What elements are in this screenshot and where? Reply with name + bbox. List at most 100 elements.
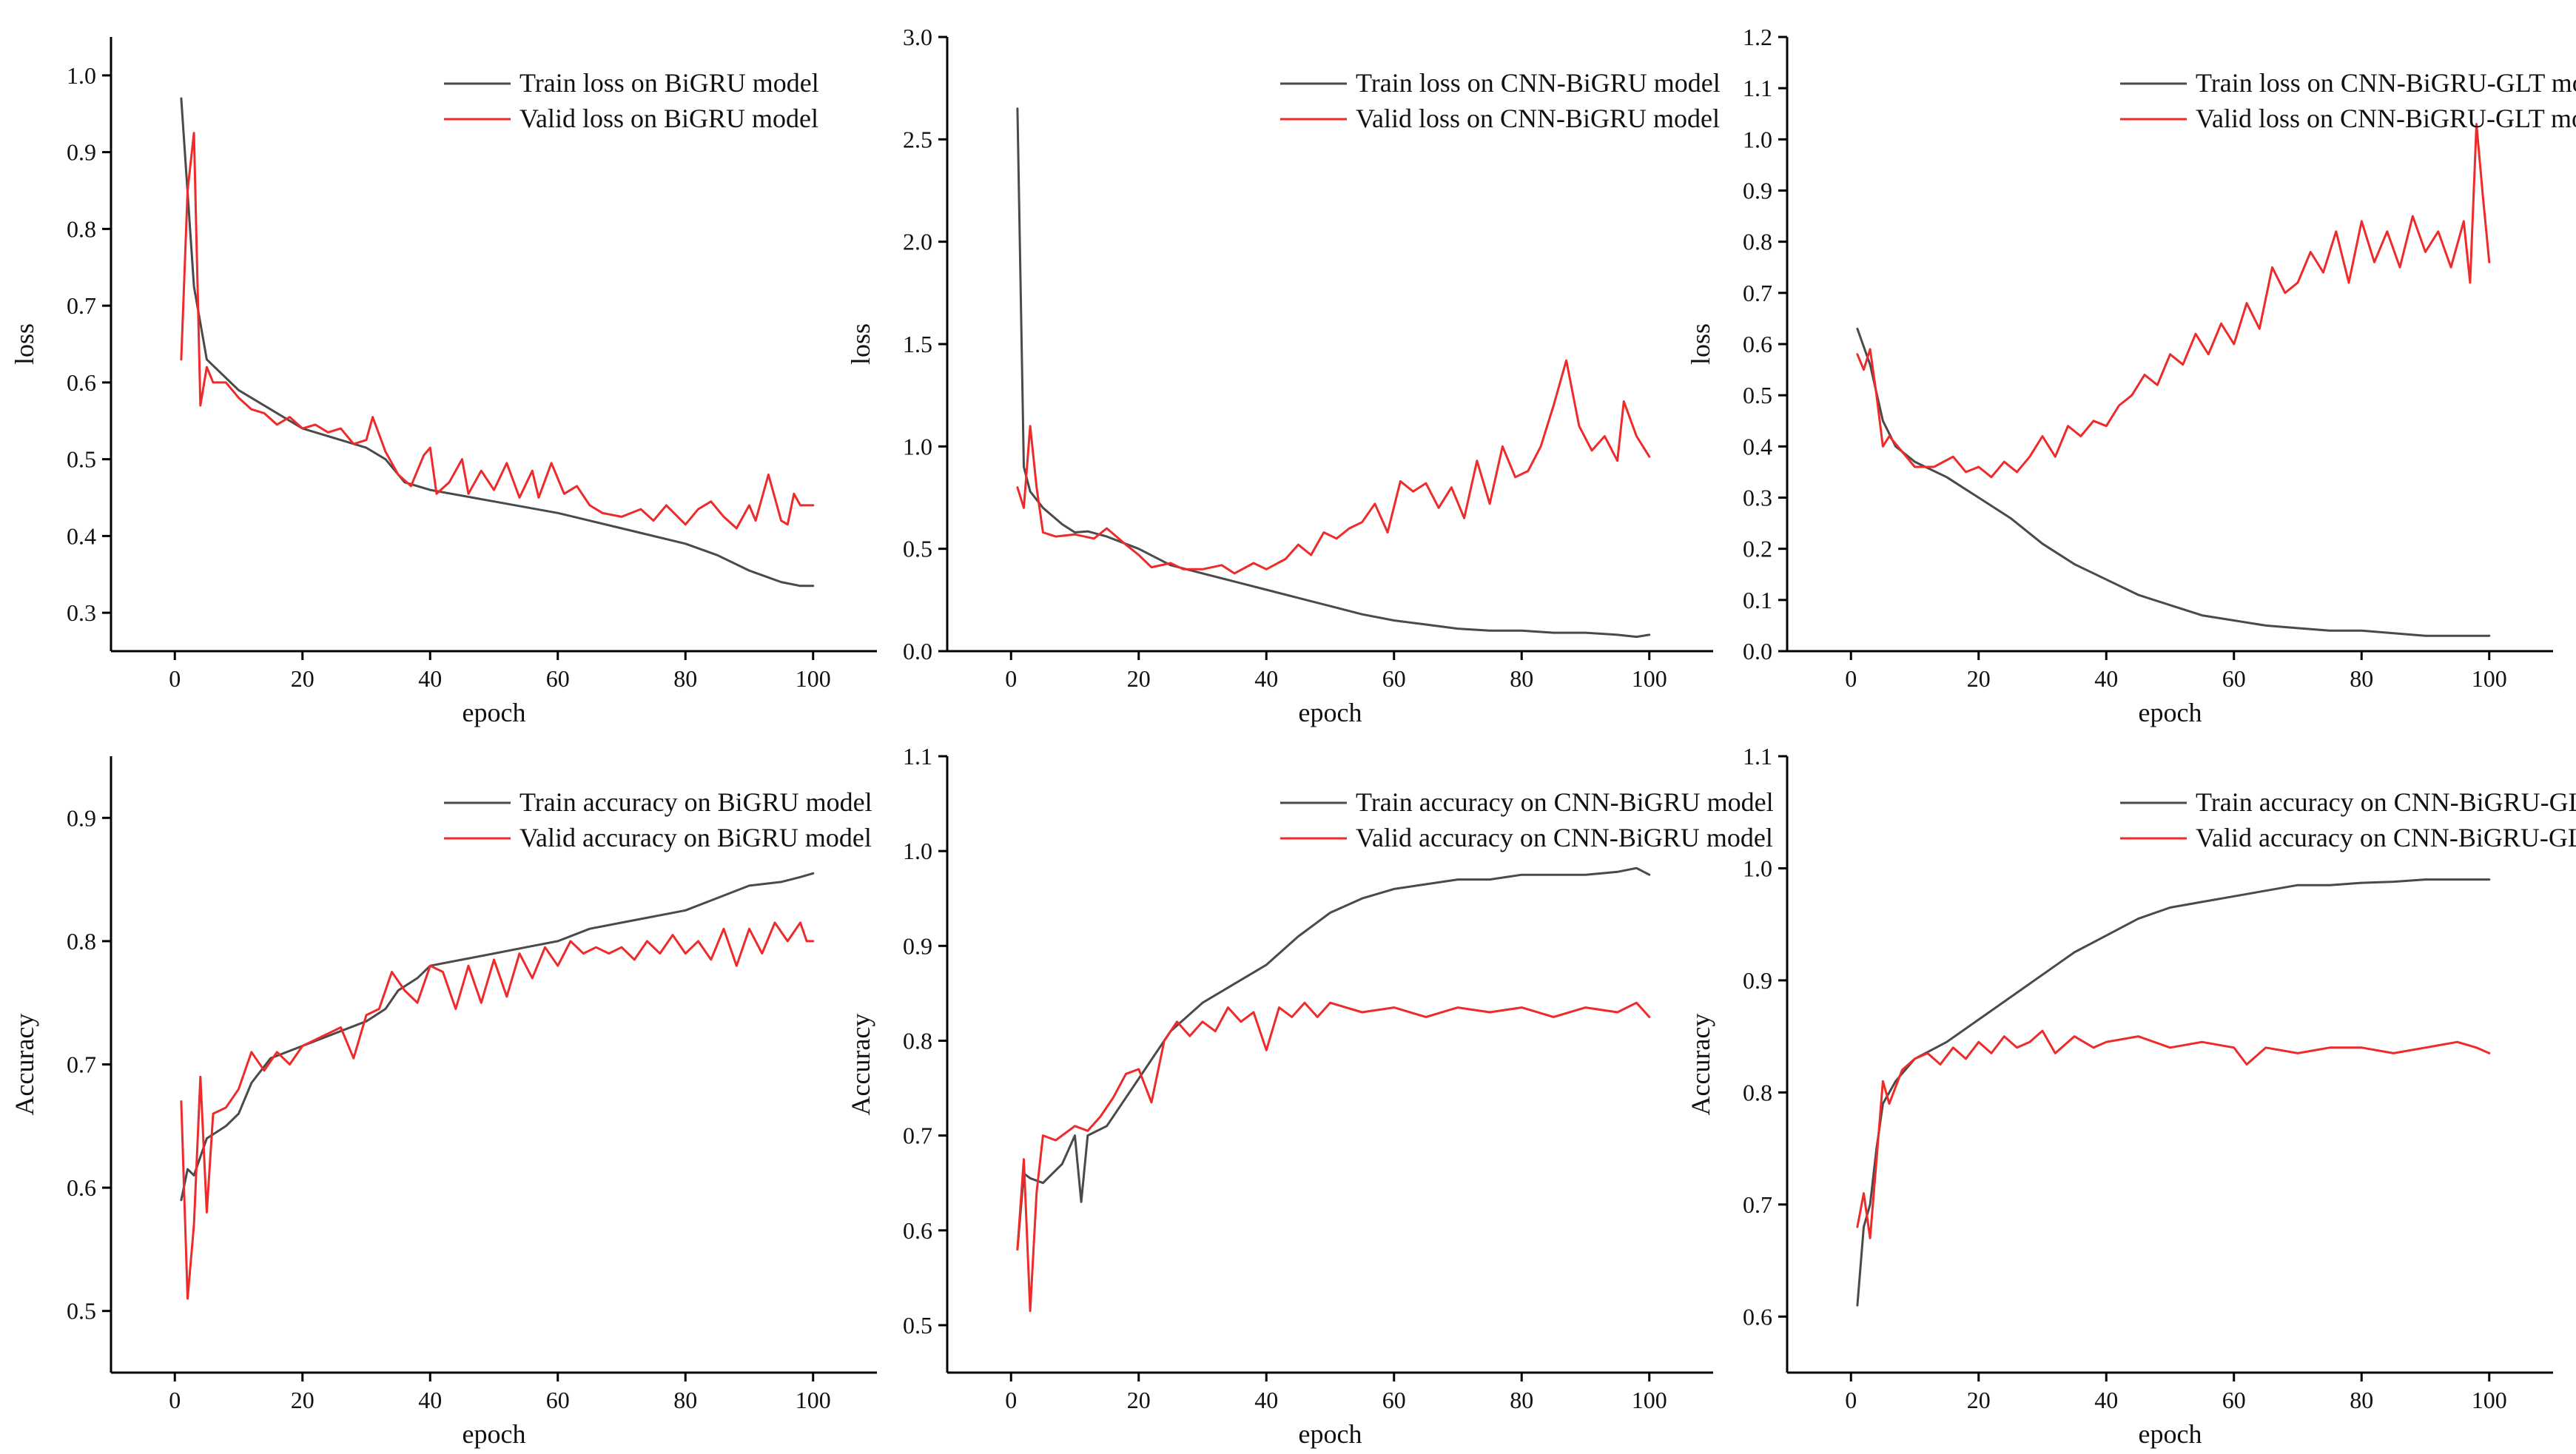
y-tick-label: 2.5 (903, 126, 932, 152)
x-tick-label: 20 (291, 665, 315, 692)
y-tick-label: 0.5 (1743, 382, 1772, 408)
x-tick-label: 0 (1845, 1387, 1857, 1413)
y-tick-label: 2.0 (903, 229, 932, 255)
y-tick-label: 0.8 (67, 928, 96, 955)
y-tick-label: 1.1 (903, 743, 932, 770)
y-tick-label: 0.9 (67, 139, 96, 166)
x-tick-label: 0 (1005, 665, 1017, 692)
y-tick-label: 0.7 (1743, 1191, 1772, 1218)
x-tick-label: 0 (1005, 1387, 1017, 1413)
y-tick-label: 0.5 (903, 1312, 932, 1339)
valid-series-line (180, 132, 815, 530)
legend-label: Train accuracy on CNN-BiGRU-GLT model (2196, 787, 2576, 817)
x-tick-label: 80 (1510, 665, 1533, 692)
valid-series-line (1016, 359, 1651, 575)
x-tick-label: 20 (1127, 665, 1151, 692)
y-tick-label: 1.1 (1743, 743, 1772, 770)
x-axis-title: epoch (1299, 1419, 1362, 1449)
legend-label: Train accuracy on CNN-BiGRU model (1356, 787, 1774, 817)
y-axis-title: Accuracy (1686, 1014, 1715, 1116)
x-tick-label: 100 (1632, 1387, 1667, 1413)
y-tick-label: 0.4 (1743, 433, 1772, 460)
x-axis-title: epoch (463, 698, 526, 727)
train-series-line (1016, 866, 1651, 1251)
y-axis-title: Accuracy (846, 1014, 875, 1116)
valid-series-line (1856, 1029, 2491, 1239)
legend-label: Valid loss on CNN-BiGRU-GLT model (2196, 104, 2576, 133)
chart-panel-bigru-loss: 0 20 40 60 80 100 0.3 0.4 0.5 0.6 0.7 0.8 0.9 1.0 epoc… (10, 37, 877, 727)
y-tick-label: 0.9 (1743, 967, 1772, 994)
chart-panel-cnn-bigru-glt-loss: 0 20 40 60 80 100 0.0 0.1 0.2 0.3 0.4 0.5 0.6 0.7 0.8 0… (1686, 24, 2576, 727)
y-tick-label: 0.3 (67, 599, 96, 626)
x-tick-label: 20 (291, 1387, 315, 1413)
chart-panel-cnn-bigru-loss: 0 20 40 60 80 100 0.0 0.5 1.0 1.5 2.0 2.5 3.0 epoch lo… (846, 24, 1721, 727)
y-tick-label: 0.8 (67, 215, 96, 242)
x-tick-label: 80 (673, 665, 697, 692)
legend-label: Valid accuracy on CNN-BiGRU-GLT model (2196, 823, 2576, 852)
y-tick-label: 0.1 (1743, 587, 1772, 613)
x-axis-title: epoch (463, 1419, 526, 1449)
y-tick-label: 0.0 (903, 638, 932, 664)
x-tick-label: 20 (1967, 665, 1991, 692)
x-axis-title: epoch (2139, 1419, 2202, 1449)
x-tick-label: 20 (1967, 1387, 1991, 1413)
y-tick-label: 3.0 (903, 24, 932, 50)
x-tick-label: 0 (169, 665, 181, 692)
y-tick-label: 0.7 (67, 1051, 96, 1078)
x-axis-title: epoch (1299, 698, 1362, 727)
legend-label: Train loss on BiGRU model (519, 68, 819, 98)
legend-label: Valid loss on CNN-BiGRU model (1356, 104, 1720, 133)
y-tick-label: 0.8 (1743, 1079, 1772, 1105)
y-tick-label: 1.1 (1743, 75, 1772, 101)
y-tick-label: 0.6 (1743, 1303, 1772, 1330)
x-tick-label: 0 (169, 1387, 181, 1413)
legend-label: Valid loss on BiGRU model (519, 104, 818, 133)
x-tick-label: 80 (1510, 1387, 1533, 1413)
y-tick-label: 0.6 (67, 1174, 96, 1201)
x-tick-label: 80 (2350, 1387, 2373, 1413)
chart-panel-bigru-accuracy: 0 20 40 60 80 100 0.5 0.6 0.7 0.8 0.9 epoch Accuracy… (10, 756, 877, 1449)
valid-series-line (180, 921, 815, 1300)
y-axis-title: Accuracy (10, 1014, 39, 1116)
x-tick-label: 60 (2222, 1387, 2246, 1413)
chart-panel-cnn-bigru-glt-accuracy: 0 20 40 60 80 100 0.6 0.7 0.8 0.9 1.0 1.1 epoch Accur… (1686, 743, 2576, 1449)
legend-label: Valid accuracy on BiGRU model (519, 823, 872, 852)
y-tick-label: 0.7 (903, 1123, 932, 1149)
y-tick-label: 0.9 (1743, 178, 1772, 204)
x-tick-label: 20 (1127, 1387, 1151, 1413)
y-tick-label: 0.4 (67, 522, 96, 549)
legend-label: Train loss on CNN-BiGRU-GLT model (2196, 68, 2576, 98)
chart-panel-cnn-bigru-accuracy: 0 20 40 60 80 100 0.5 0.6 0.7 0.8 0.9 1.0 1.1 epoch Ac… (846, 743, 1774, 1449)
x-tick-label: 40 (418, 1387, 442, 1413)
train-series-line (180, 97, 815, 588)
x-axis-title: epoch (2139, 698, 2202, 727)
legend-label: Train loss on CNN-BiGRU model (1356, 68, 1721, 98)
y-tick-label: 0.2 (1743, 536, 1772, 562)
x-tick-label: 100 (2472, 665, 2507, 692)
y-tick-label: 1.0 (1743, 855, 1772, 881)
x-tick-label: 80 (673, 1387, 697, 1413)
y-tick-label: 0.6 (1743, 331, 1772, 357)
x-tick-label: 80 (2350, 665, 2373, 692)
y-tick-label: 0.3 (1743, 485, 1772, 511)
y-tick-label: 0.5 (67, 446, 96, 473)
train-series-line (1856, 327, 2491, 637)
y-tick-label: 0.0 (1743, 638, 1772, 664)
y-tick-label: 1.0 (903, 838, 932, 864)
legend-label: Valid accuracy on CNN-BiGRU model (1356, 823, 1773, 852)
x-tick-label: 100 (2472, 1387, 2507, 1413)
y-tick-label: 0.5 (67, 1298, 96, 1325)
x-tick-label: 40 (1254, 665, 1278, 692)
y-tick-label: 1.0 (67, 62, 96, 89)
x-tick-label: 0 (1845, 665, 1857, 692)
x-tick-label: 60 (546, 665, 570, 692)
x-tick-label: 40 (418, 665, 442, 692)
y-tick-label: 0.8 (903, 1027, 932, 1054)
x-tick-label: 100 (796, 1387, 831, 1413)
x-tick-label: 60 (2222, 665, 2246, 692)
x-tick-label: 100 (1632, 665, 1667, 692)
x-tick-label: 40 (2094, 665, 2118, 692)
y-tick-label: 0.6 (67, 369, 96, 396)
x-tick-label: 60 (1382, 665, 1406, 692)
